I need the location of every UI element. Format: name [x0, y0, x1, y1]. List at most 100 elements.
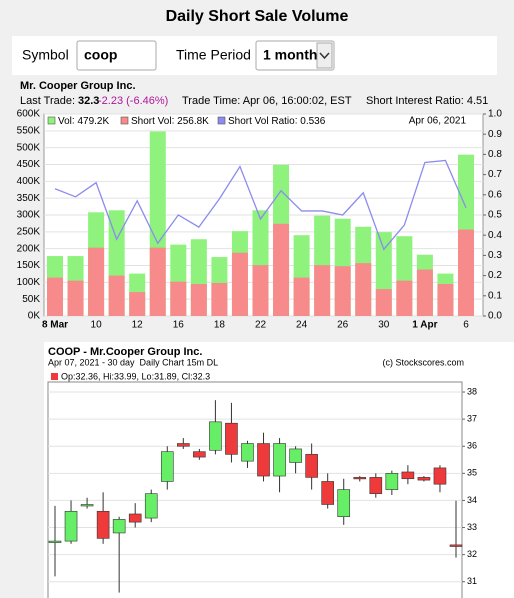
legend-swatch	[120, 116, 129, 125]
candle-body	[177, 443, 190, 447]
bar	[355, 263, 372, 316]
y-tick-label: 350K	[17, 193, 41, 204]
bar	[88, 247, 105, 316]
y-tick-label: 32	[467, 549, 477, 559]
x-tick-label: 8 Mar	[42, 320, 68, 331]
chart-date: Apr 06, 2021	[409, 116, 467, 127]
bar	[416, 269, 433, 316]
price-change: -2.23 (-6.46%)	[98, 95, 168, 107]
period-select[interactable]	[255, 40, 335, 71]
legend-value: 479.2K	[77, 116, 109, 127]
candle-body	[449, 544, 463, 547]
bar	[396, 280, 413, 316]
x-tick-label: 16	[173, 320, 185, 331]
bar	[314, 265, 331, 316]
bar	[334, 266, 351, 316]
y2-tick-label: 0.1	[488, 290, 502, 301]
bar	[375, 289, 392, 316]
symbol-input[interactable]	[76, 40, 157, 71]
bar	[129, 292, 146, 316]
bar	[170, 281, 187, 316]
bar	[149, 247, 166, 316]
y-tick-label: 37	[467, 414, 477, 424]
candle-body	[401, 471, 415, 480]
last-trade: 32.3	[78, 95, 99, 107]
y-tick-label: 450K	[17, 159, 41, 170]
y-tick-label: 200K	[17, 243, 41, 254]
candle-body	[48, 540, 62, 543]
x-tick-label: 10	[91, 320, 103, 331]
y2-tick-label: 1.0	[488, 109, 502, 120]
y-tick-label: 35	[467, 468, 477, 478]
company-name: Mr. Cooper Group Inc.	[20, 80, 136, 92]
legend-swatch	[47, 116, 56, 125]
y-tick-label: 600K	[17, 109, 41, 120]
bar	[252, 265, 269, 316]
legend: Op:32.36, Hi:33.99, Lo:31.89, Cl:32.3	[61, 371, 210, 381]
candle-body	[241, 443, 254, 462]
x-tick-label: 6	[463, 320, 469, 331]
candle-body	[353, 477, 367, 480]
period-label: Time Period	[176, 47, 251, 63]
candle-body	[289, 448, 302, 463]
y-tick-label: 300K	[17, 210, 41, 221]
x-tick-label: 18	[214, 320, 226, 331]
y-tick-label: 550K	[17, 125, 41, 136]
y2-tick-label: 0.0	[488, 311, 502, 322]
x-tick-label: 1 Apr	[412, 320, 437, 331]
short-interest: Short Interest Ratio: 4.51	[366, 95, 488, 107]
last-trade-label: Last Trade:	[20, 95, 75, 107]
y-tick-label: 0K	[28, 311, 41, 322]
y-tick-label: 36	[467, 441, 477, 451]
candle-body	[257, 443, 270, 477]
y-tick-label: 34	[467, 495, 477, 505]
y-tick-label: 31	[467, 576, 477, 586]
candle-plot	[47, 381, 463, 598]
candle-body	[417, 477, 431, 481]
candle-body	[369, 477, 383, 494]
legend-swatch	[51, 373, 58, 380]
bar	[190, 284, 207, 316]
bar	[293, 277, 310, 316]
candle-body	[433, 467, 447, 485]
candle-body	[321, 481, 334, 505]
symbol-value[interactable]: coop	[84, 47, 117, 63]
y-tick-label: 500K	[17, 142, 41, 153]
chart-credit: (c) Stockscores.com	[382, 357, 464, 367]
y2-tick-label: 0.7	[488, 169, 502, 180]
chart-title: COOP - Mr.Cooper Group Inc.	[48, 346, 202, 358]
y2-tick-label: 0.2	[488, 270, 502, 281]
bar	[458, 229, 474, 316]
y-tick-label: 38	[467, 386, 477, 396]
y2-tick-label: 0.6	[488, 189, 502, 200]
select-arrow-box[interactable]	[316, 42, 333, 69]
candle-body	[273, 443, 286, 477]
x-tick-label: 30	[378, 320, 390, 331]
candle-body	[160, 451, 174, 482]
legend-value: 256.8K	[177, 116, 209, 127]
y2-tick-label: 0.8	[488, 149, 502, 160]
candle-body	[337, 489, 351, 517]
y-tick-label: 100K	[17, 277, 41, 288]
y2-tick-label: 0.4	[488, 230, 502, 241]
candle-body	[112, 519, 126, 534]
symbol-label: Symbol	[22, 47, 69, 63]
bar	[67, 280, 84, 316]
bar	[211, 283, 228, 316]
y-tick-label: 33	[467, 522, 477, 532]
y-tick-label: 150K	[17, 260, 41, 271]
select-arrow[interactable]	[319, 52, 330, 60]
legend-value: 0.536	[300, 116, 325, 127]
legend-name: Short Vol Ratio	[228, 116, 295, 127]
x-tick-label: 22	[255, 320, 267, 331]
candle-body	[385, 473, 399, 490]
bar	[231, 252, 248, 316]
legend-entry: Short Vol: 256.8K	[131, 116, 209, 127]
period-value[interactable]: 1 month	[263, 47, 317, 63]
candle-body	[64, 510, 78, 542]
y2-tick-label: 0.9	[488, 129, 502, 140]
y-tick-label: 250K	[17, 226, 41, 237]
candle-body	[209, 421, 222, 451]
